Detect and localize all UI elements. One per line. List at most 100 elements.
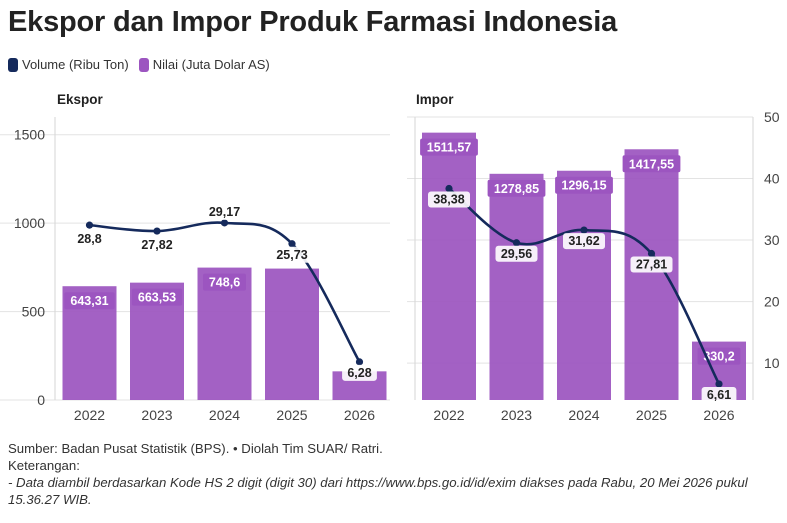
volume-value-label-bg <box>495 245 538 262</box>
panel-ekspor: Ekspor 0 500 1000 1500 643,31 663,53 748,6 2022 2… <box>0 92 390 423</box>
volume-value-label-bg <box>342 364 377 381</box>
volume-point <box>715 380 723 388</box>
bar-value-label-text: 663,53 <box>138 291 176 305</box>
legend-item-volume: Volume (Ribu Ton) <box>8 57 129 72</box>
y-tick-label: 0 <box>37 392 45 408</box>
panel-label-impor: Impor <box>416 92 454 107</box>
legend-swatch-volume <box>8 57 18 72</box>
bar-value-label-bg <box>131 288 183 306</box>
legend: Volume (Ribu Ton) Nilai (Juta Dolar AS) <box>8 57 270 72</box>
bar <box>489 173 544 400</box>
volume-value-label-bg <box>630 256 673 273</box>
legend-swatch-nilai <box>138 57 149 72</box>
volume-value-label-bg <box>428 191 470 208</box>
y-tick-label: 1500 <box>14 127 45 143</box>
bar-value-label-bg <box>64 292 115 310</box>
bar-value-label-bg <box>555 176 613 194</box>
volume-value-label-bg <box>136 237 178 254</box>
y2-tick-label: 40 <box>764 171 780 187</box>
volume-value-label-text: 27,82 <box>141 238 172 252</box>
bar-value-label-text: 1296,15 <box>561 179 606 193</box>
volume-value-label: 29,17 <box>203 203 246 220</box>
volume-value-label-bg <box>72 231 107 248</box>
x-tick-label: 2022 <box>74 407 105 423</box>
y2-tick-label: 50 <box>764 109 780 125</box>
legend-label-volume: Volume (Ribu Ton) <box>22 57 129 72</box>
volume-value-label-text: 29,17 <box>209 205 240 219</box>
volume-point <box>355 358 364 366</box>
volume-value-label: 27,82 <box>136 237 178 254</box>
bar-value-label: 1296,15 <box>555 176 613 194</box>
volume-value-label: 38,38 <box>428 191 470 208</box>
y2-tick-label: 30 <box>764 232 780 248</box>
volume-value-label-bg <box>271 246 313 263</box>
legend-item-nilai: Nilai (Juta Dolar AS) <box>138 57 270 72</box>
y2-tick-label: 10 <box>764 355 780 371</box>
bar-value-label-text: 1417,55 <box>629 157 674 171</box>
x-tick-label: 2026 <box>344 407 375 423</box>
x-tick-label: 2023 <box>501 407 532 423</box>
bar-value-label: 1278,85 <box>487 179 546 197</box>
panel-label-ekspor: Ekspor <box>57 92 104 107</box>
bar-value-label-text: 1278,85 <box>494 182 539 196</box>
volume-value-label-text: 27,81 <box>636 258 667 272</box>
volume-value-label-bg <box>563 233 605 250</box>
volume-value-label-text: 6,28 <box>347 366 371 380</box>
bar-value-label-bg <box>203 273 246 291</box>
bar-value-label-bg <box>622 155 681 173</box>
x-tick-label: 2024 <box>568 407 599 423</box>
panel-impor: Impor 10 20 30 40 50 1511,57 1278,85 1296,15 1417… <box>407 92 780 423</box>
volume-value-label-bg <box>701 386 737 403</box>
x-tick-label: 2023 <box>141 407 172 423</box>
volume-value-label: 28,8 <box>72 231 107 248</box>
volume-point <box>85 221 94 229</box>
volume-point <box>512 239 521 247</box>
source-text: Sumber: Badan Pusat Statistik (BPS). • D… <box>8 441 383 456</box>
volume-value-label-text: 25,73 <box>276 248 307 262</box>
bar-value-label-text: 1511,57 <box>427 141 472 155</box>
volume-line <box>448 187 721 385</box>
note-text: - Data diambil berdasarkan Kode HS 2 dig… <box>8 475 748 507</box>
bar-value-label-bg <box>487 179 546 197</box>
volume-value-label: 29,56 <box>495 245 538 262</box>
chart-title: Ekspor dan Impor Produk Farmasi Indonesi… <box>8 6 617 38</box>
volume-point <box>220 219 229 227</box>
volume-value-label: 6,61 <box>701 386 737 403</box>
x-tick-label: 2022 <box>433 407 464 423</box>
volume-value-label: 27,81 <box>630 256 673 273</box>
bar-value-label: 748,6 <box>203 273 246 291</box>
volume-value-label: 6,28 <box>342 364 377 381</box>
volume-value-label-text: 29,56 <box>501 247 532 261</box>
volume-point <box>647 249 656 258</box>
bar-value-label-text: 748,6 <box>209 276 240 290</box>
x-tick-label: 2025 <box>636 407 667 423</box>
volume-value-label-text: 28,8 <box>77 232 101 246</box>
volume-value-label-text: 31,62 <box>568 234 599 248</box>
x-tick-label: 2024 <box>209 407 240 423</box>
bar-value-label-bg <box>420 138 478 156</box>
volume-point <box>445 184 453 193</box>
volume-value-label: 31,62 <box>563 233 605 250</box>
bar-value-label-text: 330,2 <box>703 350 734 364</box>
bar-value-label-text: 643,31 <box>70 294 108 308</box>
x-tick-label: 2025 <box>276 407 307 423</box>
bar-value-label: 663,53 <box>131 288 183 306</box>
volume-value-label-bg <box>203 203 246 220</box>
volume-point <box>288 240 296 248</box>
bar <box>265 268 319 400</box>
volume-point <box>153 227 161 235</box>
chart-footer: Sumber: Badan Pusat Statistik (BPS). • D… <box>8 440 778 508</box>
bar-value-label: 643,31 <box>64 292 115 310</box>
volume-line <box>89 221 361 363</box>
x-tick-label: 2026 <box>703 407 734 423</box>
legend-label-nilai: Nilai (Juta Dolar AS) <box>152 57 270 72</box>
volume-point <box>580 226 588 234</box>
bar <box>422 132 476 400</box>
volume-value-label-text: 38,38 <box>433 192 464 206</box>
volume-value-label-text: 6,61 <box>707 388 731 402</box>
y-tick-label: 1000 <box>14 215 45 231</box>
volume-value-label: 25,73 <box>271 246 313 263</box>
y2-tick-label: 20 <box>764 294 780 310</box>
bar <box>624 149 679 400</box>
